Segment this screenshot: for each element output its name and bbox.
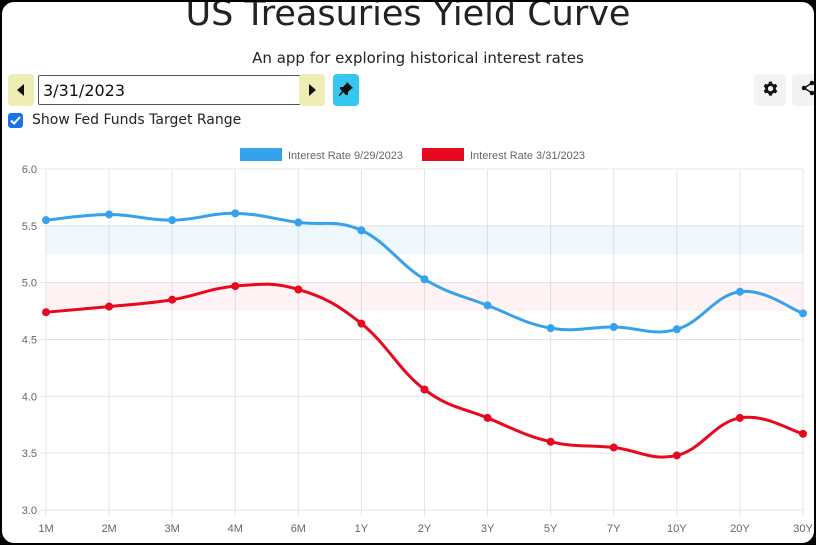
- data-point: [609, 443, 618, 452]
- data-point: [799, 309, 807, 318]
- legend-label: Interest Rate 3/31/2023: [470, 150, 585, 162]
- previous-date-button[interactable]: [8, 74, 34, 106]
- checkbox-label: Show Fed Funds Target Range: [32, 112, 242, 128]
- page-title: US Treasuries Yield Curve: [185, 0, 631, 34]
- data-point: [357, 226, 366, 235]
- x-tick-label: 1Y: [355, 523, 369, 535]
- checkmark-icon: [10, 115, 21, 125]
- data-point: [168, 216, 177, 225]
- x-tick-label: 20Y: [730, 523, 750, 535]
- x-tick-label: 5Y: [544, 523, 558, 535]
- y-tick-label: 3.0: [22, 505, 37, 517]
- y-tick-label: 5.5: [22, 221, 37, 233]
- data-point: [105, 302, 114, 311]
- x-tick-label: 2Y: [418, 523, 432, 535]
- x-tick-label: 10Y: [667, 523, 687, 535]
- fed-funds-band: [46, 225, 803, 255]
- x-tick-label: 7Y: [607, 523, 621, 535]
- data-point: [168, 295, 177, 304]
- y-tick-label: 4.5: [22, 335, 37, 347]
- x-tick-label: 3Y: [481, 523, 495, 535]
- fed-funds-band: [46, 282, 803, 312]
- y-tick-label: 3.5: [22, 448, 37, 460]
- data-point: [42, 308, 50, 317]
- gear-icon: [762, 80, 779, 101]
- x-tick-label: 30Y: [793, 523, 813, 535]
- data-point: [799, 429, 807, 438]
- data-point: [672, 451, 681, 460]
- data-point: [42, 216, 50, 225]
- page-subtitle: An app for exploring historical interest…: [252, 49, 584, 67]
- y-tick-label: 4.0: [22, 391, 37, 403]
- data-point: [420, 385, 429, 394]
- data-point: [294, 285, 303, 294]
- legend-label: Interest Rate 9/29/2023: [288, 150, 403, 162]
- caret-left-icon: [16, 81, 26, 100]
- date-input[interactable]: [38, 75, 301, 105]
- x-tick-label: 6M: [291, 523, 306, 535]
- data-point: [735, 287, 744, 296]
- data-point: [231, 282, 240, 291]
- share-icon: [800, 80, 814, 100]
- x-tick-label: 1M: [38, 523, 53, 535]
- pin-button[interactable]: [333, 74, 359, 106]
- x-tick-label: 2M: [101, 523, 116, 535]
- data-point: [357, 319, 366, 328]
- data-point: [672, 325, 681, 334]
- caret-right-icon: [307, 81, 317, 100]
- data-point: [420, 275, 429, 284]
- data-point: [546, 437, 555, 446]
- legend-swatch: [240, 148, 282, 161]
- x-tick-label: 3M: [165, 523, 180, 535]
- data-point: [609, 322, 618, 331]
- data-point: [294, 218, 303, 227]
- pin-icon: [338, 81, 353, 100]
- data-point: [483, 413, 492, 422]
- data-point: [105, 210, 114, 219]
- fed-funds-toggle[interactable]: Show Fed Funds Target Range: [8, 112, 241, 128]
- data-point: [483, 301, 492, 310]
- y-tick-label: 5.0: [22, 278, 37, 290]
- legend-swatch: [422, 148, 464, 161]
- share-button[interactable]: [792, 74, 814, 106]
- settings-button[interactable]: [754, 74, 786, 106]
- data-point: [735, 413, 744, 422]
- y-tick-label: 6.0: [22, 164, 37, 176]
- checkbox[interactable]: [8, 112, 23, 128]
- next-date-button[interactable]: [299, 74, 325, 106]
- data-point: [546, 324, 555, 333]
- x-tick-label: 4M: [228, 523, 243, 535]
- data-point: [231, 209, 240, 218]
